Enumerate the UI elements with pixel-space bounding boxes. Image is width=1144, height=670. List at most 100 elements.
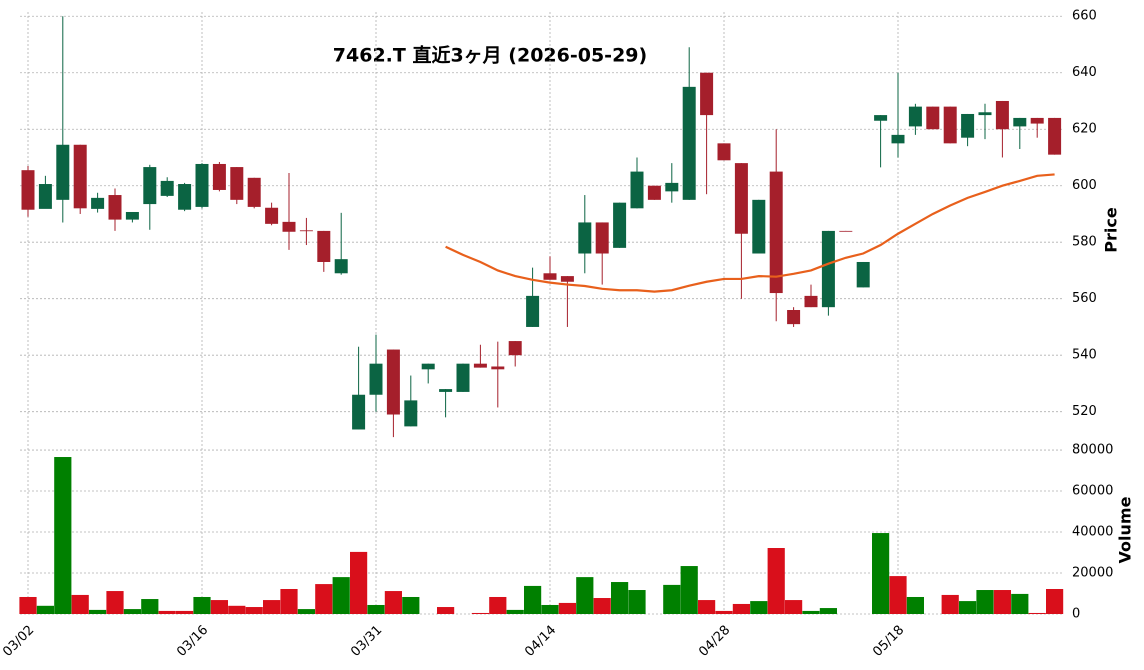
- y-tick-label: 80000: [1072, 443, 1113, 458]
- volume-bar: [506, 609, 524, 614]
- volume-bar: [576, 577, 594, 614]
- volume-bar: [959, 601, 977, 614]
- volume-bar: [1011, 593, 1029, 614]
- candle-body: [978, 112, 992, 116]
- y-tick-label: 660: [1072, 9, 1097, 24]
- candle-body: [891, 134, 905, 144]
- volume-bar: [558, 602, 576, 614]
- candle-body: [456, 363, 470, 392]
- candle-body: [874, 115, 888, 121]
- volume-bar: [437, 607, 455, 614]
- candle-body: [787, 310, 801, 325]
- candle-body: [195, 163, 209, 207]
- y-tick-label: 20000: [1072, 566, 1113, 581]
- volume-bar: [976, 590, 994, 614]
- candle-body: [299, 230, 313, 232]
- volume-bar: [941, 594, 959, 614]
- candle-body: [143, 167, 157, 205]
- candle-body: [334, 259, 348, 274]
- volume-bar: [367, 604, 385, 614]
- candle-body: [647, 185, 661, 200]
- volume-bar: [663, 584, 681, 614]
- volume-bar: [680, 566, 698, 614]
- moving-average: [445, 173, 1055, 293]
- volume-bar: [906, 596, 924, 614]
- volume-bar: [158, 610, 176, 614]
- candle-body: [282, 221, 296, 232]
- volume-bar: [19, 596, 37, 614]
- candle-body: [421, 363, 435, 370]
- volume-bar: [628, 590, 646, 614]
- y-tick-label: 640: [1072, 65, 1097, 80]
- candle-body: [578, 222, 592, 254]
- volume-bar: [263, 600, 281, 614]
- candle-body: [943, 106, 957, 144]
- candle-body: [212, 163, 226, 190]
- volume-bar: [106, 591, 124, 614]
- candle-body: [1048, 117, 1062, 155]
- volume-bar: [54, 457, 72, 614]
- candle-body: [613, 202, 627, 248]
- candle-body: [543, 273, 557, 280]
- candle-body: [926, 106, 940, 130]
- candle-body: [38, 184, 52, 209]
- candle-body: [717, 143, 731, 161]
- x-tick-label: 03/31: [348, 623, 385, 660]
- candle-body: [56, 144, 70, 200]
- y-axis-label: Volume: [1116, 496, 1135, 563]
- y-tick-label: 560: [1072, 291, 1097, 306]
- volume-bar: [785, 600, 803, 614]
- x-tick-label: 04/14: [522, 623, 559, 660]
- volume-bar: [297, 609, 315, 614]
- y-tick-label: 600: [1072, 178, 1097, 193]
- candle-body: [439, 389, 453, 392]
- candle-body: [995, 100, 1009, 130]
- candle-body: [178, 184, 192, 210]
- candle-body: [247, 177, 261, 207]
- candle-body: [108, 195, 122, 220]
- volume-bar: [332, 577, 350, 614]
- candle-body: [91, 197, 105, 209]
- volume-bar: [524, 585, 542, 614]
- volume-bar: [402, 596, 420, 614]
- candle-body: [665, 182, 679, 192]
- y-tick-label: 40000: [1072, 525, 1113, 540]
- volume-bar: [36, 605, 54, 614]
- candle-body: [734, 163, 748, 234]
- volume-bar: [350, 551, 368, 614]
- candle-body: [230, 167, 244, 200]
- y-tick-label: 620: [1072, 122, 1097, 137]
- y-axis-label: Price: [1102, 207, 1121, 253]
- volume-bar: [123, 609, 141, 614]
- volume-bar: [280, 588, 298, 614]
- volume-bar: [471, 612, 489, 614]
- candle-body: [908, 106, 922, 127]
- chart-title: 7462.T 直近3ヶ月 (2026-05-29): [333, 44, 647, 67]
- candle-body: [961, 113, 975, 138]
- volume-bar: [245, 607, 263, 614]
- volume-bar: [767, 548, 785, 614]
- candle-body: [526, 295, 540, 327]
- candle-body: [1013, 117, 1027, 127]
- candle-body: [73, 144, 87, 209]
- candle-body: [491, 366, 505, 370]
- candle-body: [1030, 117, 1044, 124]
- candle-body: [856, 261, 870, 288]
- volume-bar: [698, 600, 716, 614]
- volume-bar: [193, 596, 211, 614]
- volume-bar: [228, 605, 246, 614]
- volume-bar: [210, 600, 228, 614]
- candle-body: [630, 171, 644, 209]
- candle-body: [473, 363, 487, 368]
- candle-body: [682, 86, 696, 200]
- y-tick-label: 580: [1072, 235, 1097, 250]
- volume-bar: [819, 608, 837, 614]
- candle-body: [386, 349, 400, 415]
- candle-body: [125, 211, 139, 220]
- volume-bar: [1046, 588, 1064, 614]
- volume-bar: [315, 584, 333, 614]
- volume-bar: [176, 610, 194, 614]
- volume-bar: [611, 582, 629, 614]
- candle-body: [821, 230, 835, 308]
